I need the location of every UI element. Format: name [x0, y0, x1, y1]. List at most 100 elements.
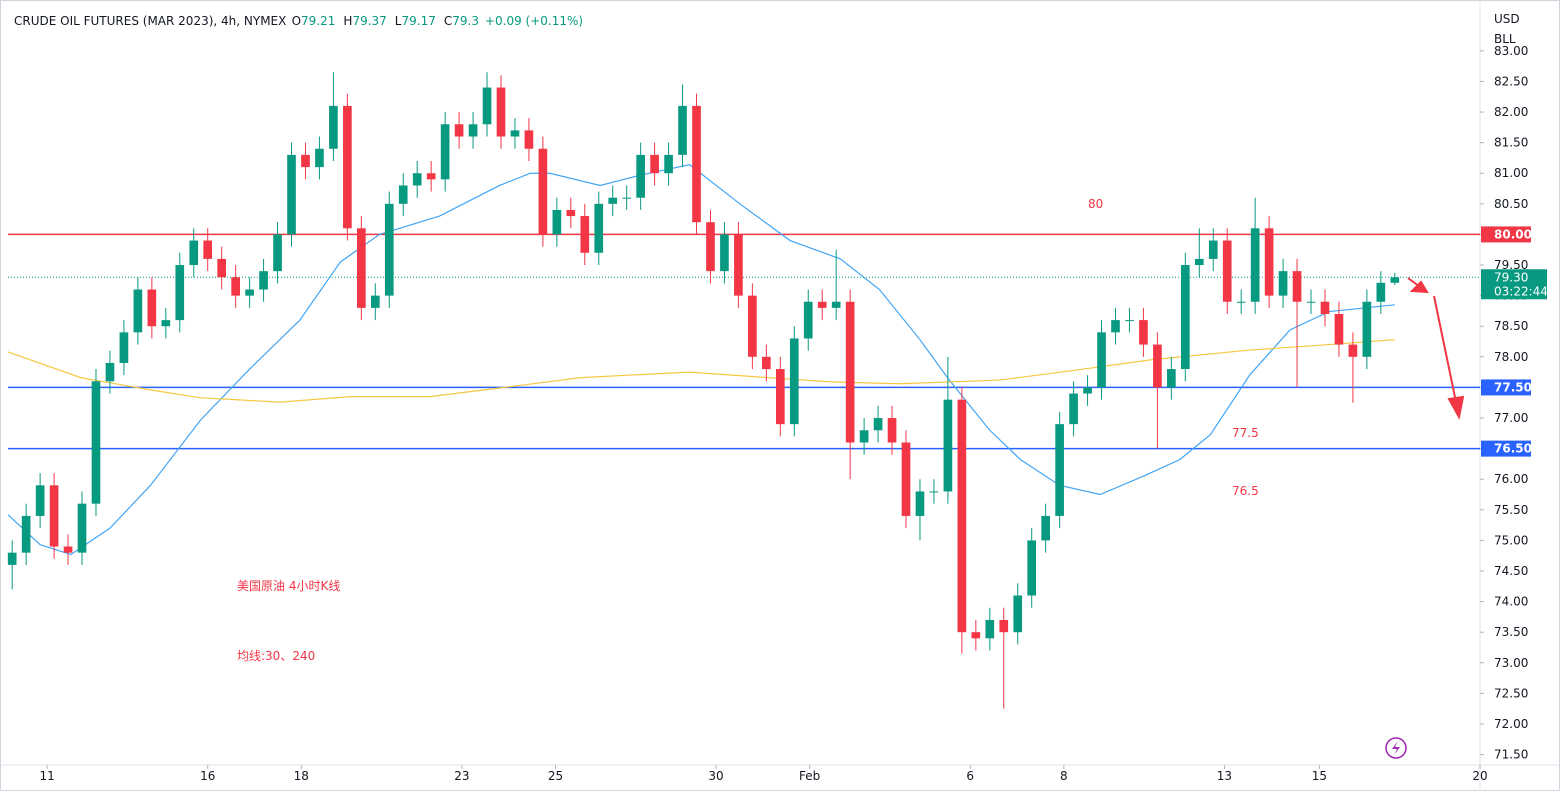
candle-body	[343, 105, 352, 229]
candle-body	[357, 228, 366, 308]
candle-body	[119, 332, 129, 363]
forecast-arrows	[1407, 277, 1465, 420]
unit: BLL	[1494, 32, 1516, 46]
y-tick-label: 83.00	[1494, 44, 1528, 58]
candle-body	[901, 442, 911, 516]
candle-body	[720, 234, 729, 272]
legend: CRUDE OIL FUTURES (MAR 2023), 4h, NYMEX O…	[14, 14, 583, 28]
candle-body	[873, 418, 883, 431]
candle-body	[287, 154, 296, 235]
y-tick-label: 80.50	[1494, 197, 1528, 211]
candle-body	[1236, 301, 1246, 303]
candle-body	[1097, 332, 1106, 388]
candle-body	[1334, 313, 1344, 345]
candle-body	[692, 105, 701, 223]
candle-body	[650, 154, 659, 174]
candle-body	[161, 320, 171, 327]
candle-body	[203, 240, 213, 259]
candle-body	[245, 289, 254, 296]
y-tick-label: 71.50	[1494, 748, 1528, 762]
candle-body	[748, 295, 757, 357]
x-tick-label: 11	[39, 769, 54, 783]
candle-body	[1041, 515, 1050, 541]
y-tick-label: 79.50	[1494, 258, 1528, 272]
y-tick-label: 82.50	[1494, 74, 1528, 88]
candle-body	[1125, 320, 1134, 322]
currency: USD	[1494, 12, 1520, 26]
candle-body	[762, 356, 771, 370]
candle-body	[91, 381, 101, 504]
candle-body	[133, 289, 143, 333]
y-tick-label: 78.00	[1494, 350, 1528, 364]
legend-key: L	[395, 14, 402, 28]
x-tick-label: 8	[1060, 769, 1068, 783]
candle-body	[1348, 344, 1358, 357]
y-tick-label: 75.50	[1494, 503, 1528, 517]
change: +0.09 (+0.11%)	[485, 14, 583, 28]
candle-body	[664, 154, 673, 174]
candle-body	[77, 503, 87, 553]
candle-body	[49, 485, 59, 547]
annotation: 76.5	[1232, 484, 1259, 498]
candle-body	[817, 301, 827, 308]
x-tick-label: 13	[1217, 769, 1232, 783]
annotation: 均线:30、240	[237, 649, 315, 663]
candle-body	[1292, 271, 1302, 302]
moving-average	[7, 164, 1395, 556]
candle-body	[147, 289, 157, 327]
level-label: 80.00	[1494, 227, 1532, 241]
candle-body	[440, 124, 450, 180]
candle-body	[1390, 277, 1400, 283]
candle-body	[943, 399, 953, 492]
candle-body	[301, 154, 310, 168]
y-tick-label: 76.00	[1494, 472, 1528, 486]
last-price-label: 79.30	[1494, 270, 1528, 284]
y-tick-label: 81.50	[1494, 136, 1528, 150]
candle-body	[1278, 271, 1288, 296]
candle-body	[678, 105, 687, 155]
candle-body	[1013, 595, 1023, 633]
moving-average	[7, 339, 1395, 403]
candle-body	[496, 87, 506, 137]
candle-body	[412, 173, 422, 186]
candle-body	[985, 619, 995, 639]
candle-body	[454, 124, 464, 137]
legend-key: C	[444, 14, 452, 28]
candle-body	[1153, 344, 1162, 388]
x-tick-label: Feb	[799, 769, 820, 783]
candle-body	[398, 185, 408, 204]
candle-body	[845, 301, 855, 443]
y-tick-label: 73.50	[1494, 625, 1528, 639]
candle-body	[524, 130, 534, 149]
candle-body	[552, 209, 562, 235]
candle-body	[1320, 301, 1330, 314]
candle-body	[1250, 228, 1260, 302]
candle-body	[510, 130, 520, 137]
x-tick-label: 18	[294, 769, 309, 783]
candle-body	[1376, 282, 1386, 302]
candle-body	[734, 234, 743, 296]
candle-body	[217, 258, 227, 278]
candle-body	[315, 148, 324, 168]
candle-body	[1139, 320, 1148, 345]
candle-body	[594, 203, 604, 253]
alert-icon[interactable]	[1385, 737, 1407, 759]
candle-body	[608, 197, 618, 204]
candle-body	[775, 369, 785, 425]
candle-body	[35, 485, 45, 516]
candle-body	[329, 105, 338, 149]
candle-body	[1111, 320, 1120, 333]
y-tick-label: 74.50	[1494, 564, 1528, 578]
last-price-box	[1481, 269, 1547, 300]
candle-body	[999, 619, 1009, 633]
candle-body	[538, 148, 548, 235]
candle-body	[1027, 540, 1037, 596]
candle-body	[1055, 424, 1064, 516]
candle-body	[1306, 301, 1316, 303]
candle-body	[1069, 393, 1078, 425]
x-tick-label: 6	[966, 769, 974, 783]
y-tick-label: 73.00	[1494, 656, 1528, 670]
candle-body	[1167, 369, 1176, 388]
candle-body	[1194, 258, 1204, 266]
